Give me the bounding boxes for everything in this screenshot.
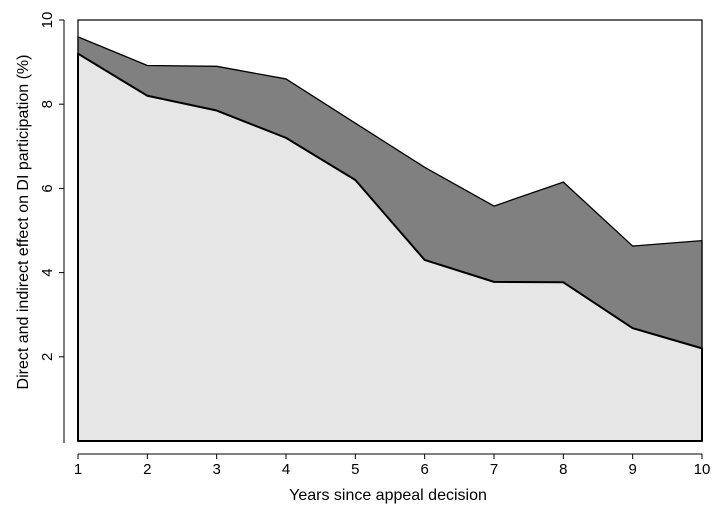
x-tick-label: 1 bbox=[74, 461, 82, 478]
x-axis-title: Years since appeal decision bbox=[289, 487, 487, 504]
y-tick-label: 4 bbox=[39, 268, 56, 276]
x-tick-label: 3 bbox=[212, 461, 220, 478]
plot-area bbox=[77, 19, 703, 442]
x-tick-label: 8 bbox=[559, 461, 567, 478]
x-tick-label: 9 bbox=[628, 461, 636, 478]
y-tick-label: 2 bbox=[39, 353, 56, 361]
x-tick-label: 6 bbox=[420, 461, 428, 478]
series-lower-area bbox=[77, 52, 703, 442]
x-tick-label: 4 bbox=[282, 461, 290, 478]
x-tick-label: 2 bbox=[143, 461, 151, 478]
x-tick-label: 10 bbox=[694, 461, 711, 478]
y-tick-label: 6 bbox=[39, 184, 56, 192]
y-tick-label: 10 bbox=[39, 12, 56, 29]
x-tick-label: 5 bbox=[351, 461, 359, 478]
y-tick-label: 8 bbox=[39, 100, 56, 108]
x-tick-label: 7 bbox=[490, 461, 498, 478]
y-axis-title: Direct and indirect effect on DI partici… bbox=[15, 55, 32, 390]
